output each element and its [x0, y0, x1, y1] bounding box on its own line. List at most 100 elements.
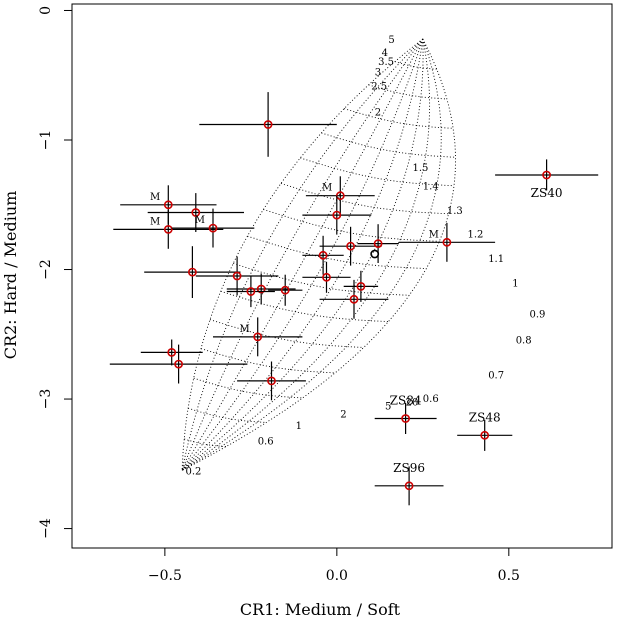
data-points: ZS40 M M M M M M ZS84 ZS48 ZS96 — [109, 92, 599, 506]
point-marker — [356, 281, 366, 291]
data-point: M — [171, 208, 255, 248]
point-marker — [267, 376, 276, 386]
y-tick-label: 0 — [38, 6, 54, 15]
x-tick-label: 0.0 — [326, 568, 348, 584]
point-marker — [280, 285, 290, 295]
model-grid-line — [247, 235, 427, 270]
data-point — [226, 273, 296, 305]
grid-label: 1.5 — [413, 163, 429, 174]
data-point — [357, 224, 399, 263]
grid-label: 1.1 — [488, 254, 504, 265]
point-marker — [542, 170, 551, 180]
grid-label: 0.8 — [516, 336, 532, 347]
data-point — [302, 195, 372, 235]
y-tick-label: −1 — [38, 130, 54, 151]
point-marker — [187, 267, 197, 277]
model-grid-line — [187, 407, 267, 423]
grid-label: 2.5 — [371, 82, 387, 93]
point-marker — [480, 430, 490, 440]
point-marker — [163, 224, 173, 234]
point-label: ZS84 — [390, 394, 422, 408]
model-grid-line — [209, 319, 364, 348]
grid-label: 3 — [375, 67, 381, 78]
point-marker — [163, 200, 173, 210]
data-point: ZS40 — [495, 159, 599, 200]
grid-label: 5 — [388, 35, 394, 46]
grid-label: 4 — [382, 48, 388, 59]
y-tick-label: −2 — [38, 259, 54, 280]
point-marker — [253, 332, 263, 342]
point-marker — [322, 272, 331, 282]
model-grid-line — [368, 84, 447, 100]
point-label: M — [195, 215, 205, 226]
model-grid-line — [321, 132, 456, 158]
grid-label: 0.6 — [258, 437, 274, 448]
data-point — [302, 235, 344, 275]
model-grid-line — [181, 38, 424, 471]
point-marker — [174, 359, 183, 369]
point-marker — [191, 208, 201, 217]
model-grid-line — [193, 377, 303, 399]
model-grid-labels: 543.532.521.51.41.31.21.110.90.80.70.620… — [186, 35, 546, 477]
y-tick-label: −3 — [38, 389, 54, 410]
axes: −0.5 0.0 0.5 0 −1 −2 −3 −4 — [38, 3, 613, 584]
grid-label: 0.6 — [423, 394, 439, 405]
data-point: ZS84 — [374, 394, 437, 434]
y-axis-label: CR2: Hard / Medium — [1, 191, 20, 360]
data-point — [370, 249, 380, 259]
point-marker — [256, 284, 266, 294]
data-point: M — [398, 222, 496, 262]
model-grid-line — [181, 38, 424, 471]
point-marker — [246, 287, 256, 296]
point-label: M — [239, 324, 249, 335]
grid-label: 1 — [512, 279, 518, 290]
model-grid — [181, 38, 456, 471]
data-point — [319, 226, 382, 266]
grid-label: 0.9 — [530, 310, 546, 321]
grid-label: 3.5 — [378, 57, 394, 68]
data-point — [109, 344, 248, 384]
grid-label: 0.2 — [186, 466, 202, 477]
point-marker — [349, 294, 359, 304]
model-grid-line — [200, 348, 336, 374]
point-marker — [370, 249, 380, 259]
model-grid-line — [233, 262, 410, 296]
point-label: M — [150, 192, 160, 203]
data-point — [140, 339, 203, 366]
data-point — [268, 274, 303, 306]
data-point: M — [213, 317, 303, 357]
point-marker — [404, 481, 414, 491]
point-label: ZS96 — [393, 461, 425, 475]
model-grid-line — [343, 108, 454, 129]
data-point — [237, 361, 306, 401]
grid-label: 1.2 — [468, 229, 484, 240]
model-grid-line — [280, 182, 449, 215]
point-marker — [401, 414, 410, 423]
point-marker — [332, 210, 342, 220]
data-point — [343, 270, 379, 302]
y-tick-label: −4 — [38, 518, 54, 539]
data-point — [199, 92, 337, 157]
point-marker — [208, 223, 218, 233]
data-point — [319, 279, 389, 319]
model-grid-line — [394, 61, 437, 70]
data-point: M — [305, 176, 375, 216]
model-grid-line — [220, 290, 389, 323]
model-grid-line — [184, 438, 227, 448]
plot-frame — [71, 3, 613, 549]
point-marker — [232, 271, 242, 281]
x-tick-label: −0.5 — [148, 568, 182, 584]
grid-label: 2 — [340, 409, 346, 420]
point-marker — [167, 347, 177, 357]
grid-label: 5 — [385, 402, 391, 413]
grid-label: 2 — [375, 108, 381, 119]
point-label: M — [150, 216, 160, 227]
grid-label: 1.3 — [447, 206, 463, 217]
model-grid-line — [181, 38, 442, 471]
data-point: ZS96 — [374, 461, 444, 506]
point-marker — [318, 250, 328, 260]
x-tick-label: 0.5 — [498, 568, 520, 584]
data-point: M — [113, 209, 224, 249]
grid-label: 1 — [296, 421, 302, 432]
